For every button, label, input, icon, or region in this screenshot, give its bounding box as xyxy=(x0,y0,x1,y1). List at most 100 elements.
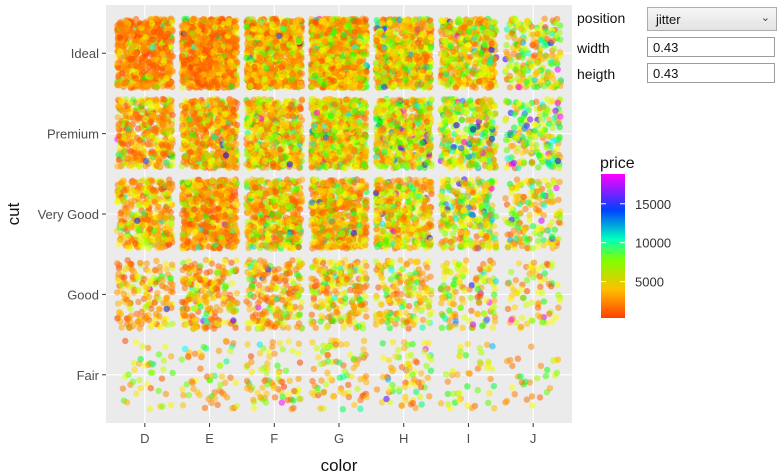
data-point xyxy=(212,285,219,292)
data-point xyxy=(169,261,176,268)
data-point xyxy=(513,290,520,297)
data-point xyxy=(308,275,315,282)
data-point xyxy=(153,102,160,110)
data-point xyxy=(315,243,322,251)
data-point xyxy=(484,341,491,348)
data-point xyxy=(293,225,301,232)
data-point xyxy=(200,343,207,351)
data-point xyxy=(418,307,425,314)
data-point xyxy=(125,371,132,378)
data-point xyxy=(296,311,304,318)
data-point xyxy=(325,313,332,321)
data-point xyxy=(504,231,511,238)
data-point xyxy=(262,190,269,197)
data-point xyxy=(463,257,470,264)
data-point xyxy=(452,318,459,325)
data-point xyxy=(349,313,357,320)
data-point xyxy=(541,276,549,283)
data-point xyxy=(155,305,163,313)
data-point xyxy=(392,320,399,328)
data-point xyxy=(342,295,349,302)
data-point xyxy=(128,188,136,195)
data-point xyxy=(312,227,319,235)
data-point xyxy=(402,309,409,317)
data-point xyxy=(351,193,358,201)
data-point xyxy=(196,267,203,275)
data-point xyxy=(545,183,553,190)
data-point xyxy=(289,286,296,294)
data-point xyxy=(295,243,302,251)
data-point xyxy=(269,343,276,351)
data-point xyxy=(258,228,266,235)
data-point xyxy=(523,277,531,284)
data-point xyxy=(210,219,217,227)
data-point xyxy=(456,352,463,360)
data-point xyxy=(246,275,253,283)
data-point xyxy=(509,362,516,370)
data-point xyxy=(263,294,271,301)
data-point xyxy=(139,243,146,250)
data-point xyxy=(295,282,302,290)
data-point xyxy=(268,210,275,218)
data-point xyxy=(538,319,545,326)
data-point xyxy=(360,346,367,353)
data-point xyxy=(503,397,511,405)
data-point xyxy=(114,260,121,267)
data-point xyxy=(465,219,472,226)
data-point xyxy=(392,279,399,286)
data-point xyxy=(228,405,236,412)
data-point xyxy=(426,311,433,318)
data-point xyxy=(194,292,201,300)
data-point xyxy=(215,292,222,299)
data-point xyxy=(528,393,536,400)
data-point xyxy=(318,312,325,319)
data-point xyxy=(538,225,545,232)
data-point xyxy=(279,378,286,386)
data-point xyxy=(463,234,470,241)
data-point xyxy=(343,275,351,283)
data-point xyxy=(459,324,466,331)
data-point xyxy=(342,299,349,307)
data-point xyxy=(411,243,418,250)
data-point xyxy=(523,301,530,308)
data-point xyxy=(428,190,435,197)
data-point xyxy=(386,258,393,266)
data-point xyxy=(230,340,237,347)
data-point xyxy=(147,276,154,284)
data-point xyxy=(140,316,148,324)
data-point xyxy=(548,263,555,271)
data-point xyxy=(332,206,340,213)
data-point xyxy=(359,301,366,308)
data-point xyxy=(355,323,362,330)
data-point xyxy=(247,386,255,393)
data-point xyxy=(405,325,412,332)
data-point xyxy=(296,275,303,282)
data-point xyxy=(277,314,284,322)
data-point xyxy=(326,268,333,276)
data-point xyxy=(256,350,264,357)
data-point xyxy=(200,286,208,293)
data-point xyxy=(351,179,358,186)
data-point xyxy=(150,360,157,368)
data-point xyxy=(427,367,435,374)
data-point xyxy=(462,352,470,359)
data-point xyxy=(525,199,532,206)
data-point xyxy=(118,324,125,331)
data-point xyxy=(281,277,289,284)
data-point xyxy=(120,290,128,298)
data-point xyxy=(424,240,431,248)
data-point xyxy=(273,320,281,327)
data-point xyxy=(409,399,416,407)
data-point xyxy=(134,273,141,280)
data-point xyxy=(314,387,321,395)
data-point xyxy=(480,260,487,268)
data-point xyxy=(218,373,226,380)
data-point xyxy=(270,278,277,285)
data-point xyxy=(156,312,163,320)
data-point xyxy=(323,290,330,297)
data-point xyxy=(310,209,317,216)
data-point xyxy=(259,217,267,224)
data-point xyxy=(382,204,389,211)
data-point xyxy=(399,266,406,273)
data-point xyxy=(412,258,419,265)
